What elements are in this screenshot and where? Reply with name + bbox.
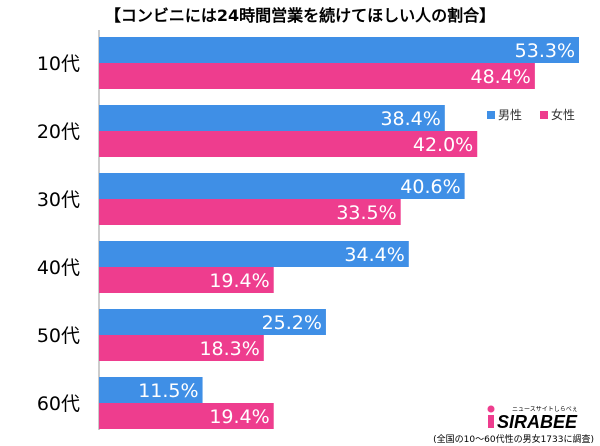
bar-male: [99, 37, 579, 63]
data-label-female: 33.5%: [336, 202, 396, 224]
data-label-female: 48.4%: [471, 66, 531, 88]
bars-layer: [99, 37, 579, 429]
sirabee-logo: ニュースサイトしらべぇ SIRABEE: [487, 405, 578, 432]
data-label-female: 42.0%: [413, 134, 473, 156]
category-labels-layer: 10代 20代 30代 40代 50代 60代: [37, 53, 80, 415]
data-label-male: 53.3%: [515, 40, 575, 62]
data-label-female: 18.3%: [199, 338, 259, 360]
bar-male: [99, 309, 326, 335]
data-label-female: 19.4%: [209, 406, 269, 428]
legend-label-female: 女性: [551, 107, 575, 122]
bar-female: [99, 199, 401, 225]
legend-swatch-male: [487, 111, 495, 119]
bar-male: [99, 377, 203, 403]
data-label-male: 11.5%: [138, 380, 198, 402]
logo-i-stem-icon: [488, 415, 494, 428]
bar-female: [99, 267, 274, 293]
data-label-male: 38.4%: [380, 108, 440, 130]
bar-male: [99, 173, 465, 199]
category-label: 40代: [37, 257, 80, 279]
legend: 男性 女性: [487, 107, 575, 122]
chart-title: 【コンビニには24時間営業を続けてほしい人の割合】: [105, 6, 495, 25]
category-label: 50代: [37, 325, 80, 347]
bar-male: [99, 241, 409, 267]
legend-swatch-female: [540, 111, 548, 119]
data-label-female: 19.4%: [209, 270, 269, 292]
legend-label-male: 男性: [498, 108, 522, 122]
data-label-male: 34.4%: [344, 244, 404, 266]
data-labels-layer: 53.3% 48.4% 38.4% 42.0% 40.6%33.5% 34.4% 19.4%…: [138, 40, 575, 428]
footnote: (全国の10～60代性の男女1733に調査): [433, 433, 594, 445]
logo-i-dot-icon: [487, 405, 495, 413]
data-label-male: 25.2%: [262, 312, 322, 334]
logo-subtext: ニュースサイトしらべぇ: [512, 406, 578, 413]
bar-female: [99, 131, 478, 157]
category-label: 10代: [37, 53, 80, 75]
bar-female: [99, 63, 535, 89]
category-label: 20代: [37, 121, 80, 143]
bar-female: [99, 335, 264, 361]
bar-female: [99, 403, 274, 429]
category-label: 30代: [37, 189, 80, 211]
logo-text: SIRABEE: [497, 412, 578, 432]
data-label-male: 40.6%: [400, 176, 460, 198]
category-label: 60代: [37, 393, 80, 415]
bar-male: [99, 105, 445, 131]
